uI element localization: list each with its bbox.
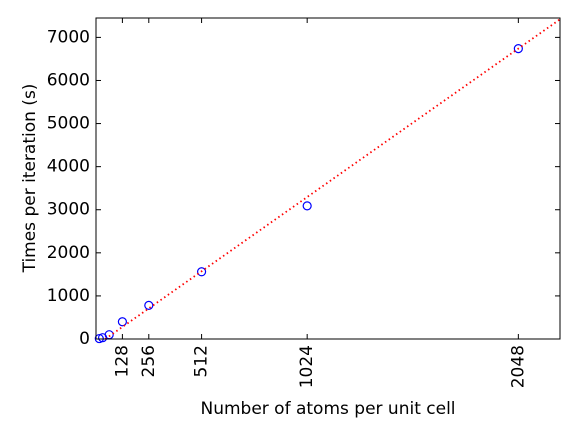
y-axis-label: Times per iteration (s) — [20, 84, 40, 274]
x-axis-label: Number of atoms per unit cell — [200, 399, 455, 419]
data-point — [513, 43, 523, 54]
x-tick-label: 2048 — [508, 345, 528, 388]
x-tick-label: 512 — [192, 345, 212, 377]
data-point — [117, 317, 127, 327]
fit-line — [104, 18, 561, 340]
y-tick-label: 0 — [79, 329, 90, 349]
y-tick-label: 2000 — [47, 243, 90, 263]
y-tick-label: 1000 — [47, 286, 90, 306]
y-tick-label: 7000 — [47, 27, 90, 47]
x-tick-label: 256 — [139, 345, 159, 377]
data-point — [144, 300, 154, 310]
x-tick-label: 128 — [112, 345, 132, 377]
y-tick-label: 5000 — [47, 114, 90, 134]
data-point — [302, 201, 312, 211]
plot-frame — [95, 17, 561, 340]
data-point — [104, 330, 114, 340]
y-tick-label: 3000 — [47, 200, 90, 220]
x-tick-label: 1024 — [297, 345, 317, 388]
y-tick-label: 6000 — [47, 70, 90, 90]
data-point — [196, 267, 207, 277]
y-tick-label: 4000 — [47, 157, 90, 177]
